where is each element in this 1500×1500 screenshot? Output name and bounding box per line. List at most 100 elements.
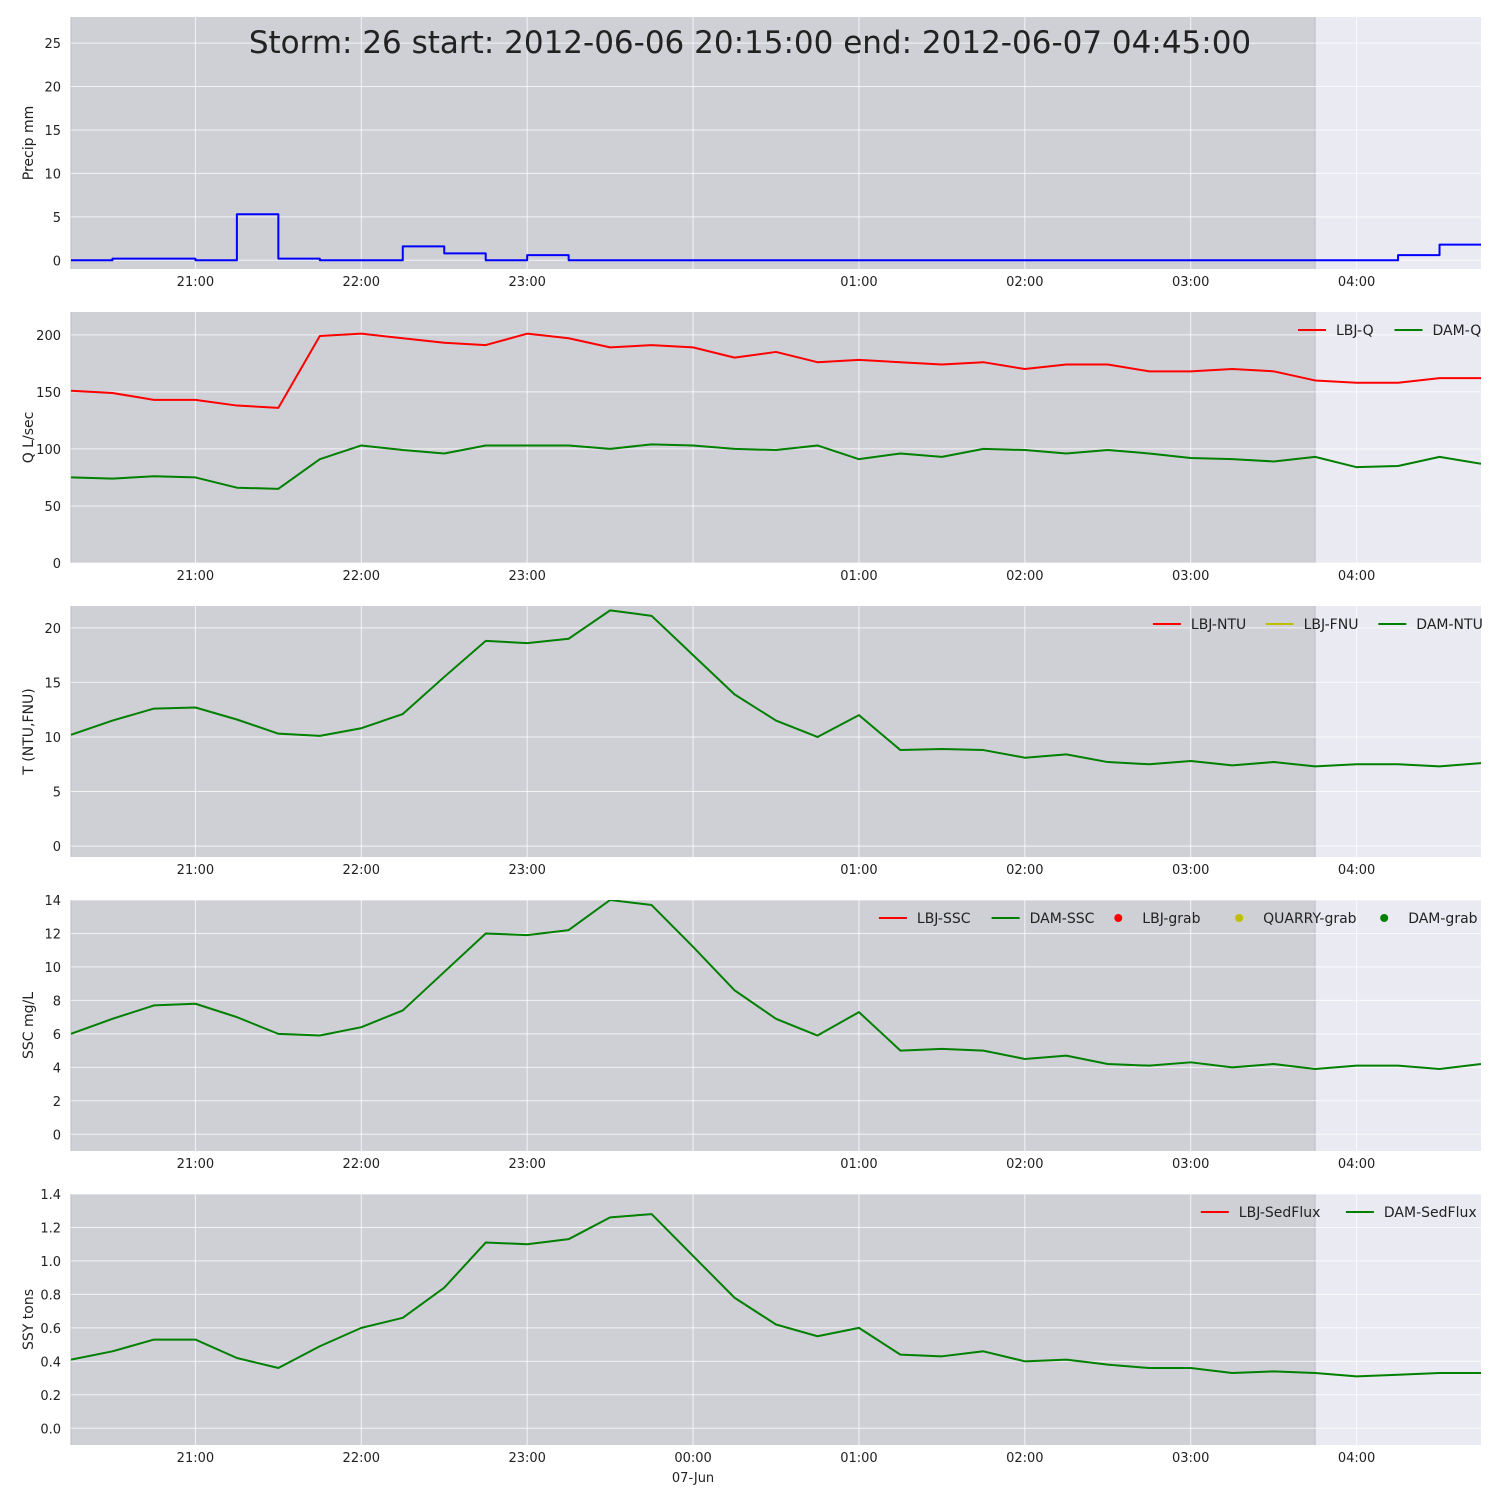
x-tick-label: 03:00	[1172, 275, 1209, 290]
y-tick-label: 5	[53, 786, 61, 801]
x-tick-label: 03:00	[1172, 569, 1209, 584]
x-tick-label: 03:00	[1172, 1157, 1209, 1172]
y-tick-label: 20	[44, 81, 61, 96]
x-tick-label: 01:00	[840, 275, 877, 290]
y-tick-label: 15	[44, 676, 61, 691]
y-tick-label: 10	[44, 731, 61, 746]
x-tick-label: 02:00	[1006, 275, 1043, 290]
x-tick-label: 21:00	[177, 275, 214, 290]
y-tick-label: 0	[53, 254, 61, 269]
legend-label: LBJ-FNU	[1304, 617, 1359, 633]
x-tick-label: 02:00	[1006, 863, 1043, 878]
x-tick-label: 04:00	[1338, 1451, 1375, 1466]
y-tick-label: 0	[53, 557, 61, 572]
series-group	[71, 332, 1481, 490]
legend: LBJ-Q DAM-Q	[1298, 323, 1481, 339]
x-tick-label: 22:00	[343, 863, 380, 878]
x-tick-sublabel: 07-Jun	[672, 1471, 714, 1486]
y-tick-label: 4	[53, 1061, 61, 1076]
y-tick-label: 10	[44, 961, 61, 976]
panel-3: 0 5 10 15 20 21:00 22:00 23:00 01:00 02:00 03:00 04…	[21, 606, 1483, 878]
y-tick-label: 50	[44, 500, 61, 515]
panel-4: 0 2 4 6 8 10 12 14 21:00 22:00 23:00 01:00 02:00 03:0…	[21, 894, 1481, 1172]
y-tick-label: 8	[53, 994, 61, 1009]
legend-label: QUARRY-grab	[1263, 911, 1357, 927]
x-tick-label: 22:00	[343, 569, 380, 584]
panel-5: 0.0 0.2 0.4 0.6 0.8 1.0 1.2 1.4 21:00 22:00 23:00 0…	[21, 1188, 1481, 1486]
y-axis-label: SSY tons	[21, 1289, 37, 1350]
x-tick-label: 23:00	[508, 275, 545, 290]
x-tick-label: 03:00	[1172, 1451, 1209, 1466]
series-line-dam-q	[71, 443, 1481, 490]
legend-label: LBJ-Q	[1336, 323, 1374, 339]
x-tick-label: 21:00	[177, 863, 214, 878]
y-tick-label: 0.8	[40, 1288, 61, 1303]
x-tick-label: 23:00	[508, 863, 545, 878]
y-tick-label: 25	[44, 37, 61, 52]
y-axis-label: Precip mm	[21, 106, 37, 180]
y-tick-label: 100	[36, 443, 61, 458]
series-group	[71, 609, 1481, 768]
y-tick-label: 0	[53, 1128, 61, 1143]
legend-label: DAM-NTU	[1416, 617, 1483, 633]
legend-label: DAM-SSC	[1030, 911, 1095, 927]
legend-label: DAM-grab	[1408, 911, 1477, 927]
legend-label: DAM-SedFlux	[1384, 1205, 1477, 1221]
legend-label: LBJ-grab	[1142, 911, 1200, 927]
x-tick-label: 01:00	[840, 1157, 877, 1172]
x-tick-label: 01:00	[840, 569, 877, 584]
series-line-lbj-q	[71, 332, 1481, 409]
legend-marker	[1380, 914, 1389, 922]
series-line-precip	[71, 213, 1481, 262]
y-tick-label: 1.4	[40, 1188, 61, 1203]
legend-label: LBJ-SSC	[917, 911, 971, 927]
y-tick-label: 0.0	[40, 1422, 61, 1437]
y-tick-label: 20	[44, 622, 61, 637]
legend: LBJ-SedFlux DAM-SedFlux	[1200, 1205, 1477, 1221]
y-tick-label: 2	[53, 1095, 61, 1110]
panel-1: 0 5 10 15 20 25 21:00 22:00 23:00 01:00 02:00 03:00…	[21, 17, 1481, 290]
x-tick-label: 21:00	[177, 1157, 214, 1172]
x-tick-label: 22:00	[343, 275, 380, 290]
x-tick-label: 23:00	[508, 1157, 545, 1172]
legend-label: LBJ-SedFlux	[1239, 1205, 1321, 1221]
y-axis-label: T (NTU,FNU)	[21, 688, 37, 775]
x-tick-label: 04:00	[1338, 1157, 1375, 1172]
x-tick-label: 02:00	[1006, 1451, 1043, 1466]
y-tick-label: 0.4	[40, 1355, 61, 1370]
x-tick-label: 02:00	[1006, 1157, 1043, 1172]
series-line-dam-ntu	[71, 609, 1481, 768]
series-line-dam-ssc	[71, 900, 1481, 1071]
x-tick-label: 21:00	[177, 1451, 214, 1466]
x-tick-label: 23:00	[508, 569, 545, 584]
x-tick-label: 22:00	[343, 1157, 380, 1172]
y-tick-label: 12	[44, 927, 61, 942]
x-tick-label: 04:00	[1338, 863, 1375, 878]
y-axis-label: Q L/sec	[21, 412, 37, 464]
y-tick-label: 14	[44, 894, 61, 909]
x-tick-label: 21:00	[177, 569, 214, 584]
series-line-dam-sedflux	[71, 1213, 1481, 1378]
legend-marker	[1235, 914, 1244, 922]
x-tick-label: 01:00	[840, 863, 877, 878]
y-axis-label: SSC mg/L	[21, 992, 37, 1059]
y-tick-label: 200	[36, 329, 61, 344]
legend-label: DAM-Q	[1433, 323, 1482, 339]
legend: LBJ-NTU LBJ-FNU DAM-NTU	[1152, 617, 1483, 633]
y-tick-label: 150	[36, 386, 61, 401]
legend-marker	[1114, 914, 1123, 922]
y-tick-label: 1.0	[40, 1255, 61, 1270]
y-tick-label: 10	[44, 167, 61, 182]
x-tick-label: 22:00	[343, 1451, 380, 1466]
legend: LBJ-SSC DAM-SSC LBJ-grab QUARRY-grab DAM-gra…	[878, 911, 1478, 927]
x-tick-label: 00:00	[674, 1451, 711, 1466]
y-tick-label: 5	[53, 211, 61, 226]
y-tick-label: 0	[53, 840, 61, 855]
series-group	[71, 1213, 1481, 1378]
panel-2: 0 50 100 150 200 21:00 22:00 23:00 01:00 02:00 03:…	[21, 312, 1481, 584]
y-tick-label: 15	[44, 124, 61, 139]
x-tick-label: 03:00	[1172, 863, 1209, 878]
y-tick-label: 0.6	[40, 1322, 61, 1337]
x-tick-label: 23:00	[508, 1451, 545, 1466]
